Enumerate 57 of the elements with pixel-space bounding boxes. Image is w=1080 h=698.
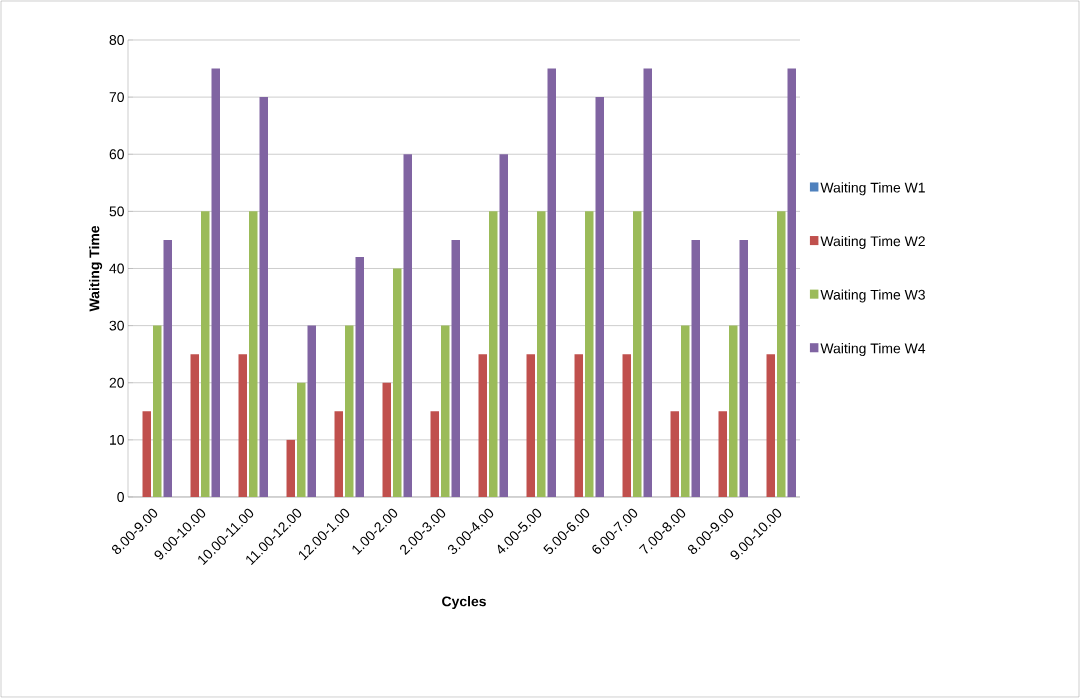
- bar: [259, 97, 268, 497]
- bar: [163, 239, 172, 497]
- bar: [489, 211, 498, 497]
- y-tick-label: 80: [109, 35, 124, 45]
- legend-label: Waiting Time W4: [820, 343, 926, 357]
- bar: [729, 325, 738, 497]
- bar: [670, 411, 680, 497]
- y-tick-label: 10: [110, 434, 124, 445]
- bar: [238, 354, 248, 497]
- legend-label: Waiting Time W2: [820, 235, 925, 249]
- bar: [201, 211, 210, 497]
- y-tick-label: 50: [109, 206, 124, 217]
- bar: [393, 268, 402, 497]
- bar: [633, 211, 642, 497]
- bar: [297, 382, 306, 497]
- bar: [441, 325, 450, 497]
- bar: [739, 239, 748, 497]
- bar: [622, 354, 632, 497]
- bar: [286, 439, 296, 497]
- bar: [307, 325, 316, 497]
- bar: [249, 211, 258, 497]
- bar: [526, 354, 536, 497]
- bar: [334, 411, 344, 497]
- bar: [142, 411, 152, 497]
- bar: [499, 154, 508, 497]
- bar: [681, 325, 690, 497]
- x-axis-title: Cycles: [442, 596, 486, 610]
- bar: [537, 211, 546, 497]
- bar: [595, 97, 604, 497]
- bar: [547, 68, 556, 497]
- y-tick-label: 60: [109, 149, 124, 160]
- bar: [153, 325, 162, 497]
- bar: [345, 325, 354, 497]
- bar: [643, 68, 652, 497]
- legend-label: Waiting Time W1: [820, 182, 925, 196]
- y-tick-label: 70: [109, 92, 124, 103]
- bar: [718, 411, 728, 497]
- legend-label: Waiting Time W3: [820, 289, 925, 303]
- bar: [574, 354, 584, 497]
- y-axis-title: Waiting Time: [89, 225, 103, 312]
- bar: [355, 257, 364, 497]
- bar: [787, 68, 796, 497]
- bar: [585, 211, 594, 497]
- bar: [691, 239, 700, 497]
- bar: [478, 354, 488, 497]
- bar: [382, 382, 392, 497]
- y-tick-label: 0: [117, 492, 124, 502]
- bar: [190, 354, 200, 497]
- bar: [211, 68, 220, 497]
- y-tick-label: 40: [109, 263, 124, 274]
- bar: [403, 154, 412, 497]
- bar: [766, 354, 776, 497]
- bar: [451, 239, 460, 497]
- y-tick-label: 30: [109, 320, 124, 331]
- bar: [777, 211, 786, 497]
- bar: [430, 411, 440, 497]
- y-tick-label: 20: [109, 377, 124, 388]
